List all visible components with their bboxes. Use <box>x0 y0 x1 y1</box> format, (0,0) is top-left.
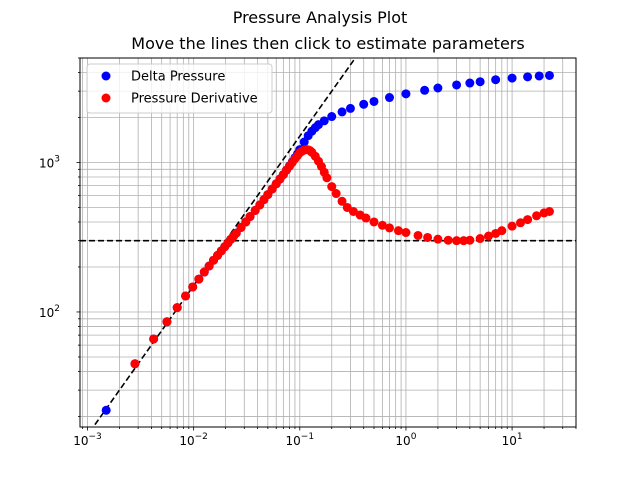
data-point <box>327 112 337 122</box>
y-tick-label-base: 10 <box>39 156 54 170</box>
legend-marker <box>101 71 111 81</box>
data-point <box>384 93 394 103</box>
plot-frame <box>79 57 577 428</box>
data-point <box>384 223 394 233</box>
data-point <box>181 291 191 301</box>
data-point <box>475 234 485 244</box>
data-point <box>331 189 341 199</box>
data-point <box>433 83 443 93</box>
legend-label: Pressure Derivative <box>131 92 258 107</box>
data-point <box>475 77 485 87</box>
legend-box <box>86 63 273 114</box>
x-tick-label-base: 10 <box>179 434 194 448</box>
data-point <box>327 182 337 192</box>
x-tick-label-exponent: 0 <box>411 432 417 442</box>
x-tick-label-exponent: −2 <box>195 432 208 442</box>
data-point <box>443 235 453 245</box>
unit-slope-dashed-line[interactable] <box>48 0 576 480</box>
data-point <box>507 221 517 231</box>
x-tick-label-base: 10 <box>73 434 88 448</box>
data-point <box>245 212 255 222</box>
x-tick-label-base: 10 <box>395 434 410 448</box>
data-point <box>393 226 403 236</box>
chart-title: Pressure Analysis Plot <box>233 8 408 27</box>
data-points <box>101 70 554 415</box>
x-tick-label: 10−3 <box>73 432 102 448</box>
data-point <box>149 334 159 344</box>
x-tick-label-exponent: 1 <box>517 432 523 442</box>
x-tick-label: 10−2 <box>179 432 208 448</box>
legend-marker <box>101 93 111 103</box>
x-tick-label: 100 <box>395 432 416 448</box>
data-point <box>130 359 140 369</box>
data-point <box>534 71 544 81</box>
data-point <box>544 206 554 216</box>
x-tick-label: 10−1 <box>286 432 315 448</box>
data-point <box>194 274 204 284</box>
chart-subtitle: Move the lines then click to estimate pa… <box>131 34 524 53</box>
data-point <box>319 116 329 126</box>
data-point <box>345 103 355 113</box>
y-tick-label-base: 10 <box>39 306 54 320</box>
legend-label: Delta Pressure <box>131 70 225 85</box>
data-point <box>348 206 358 216</box>
data-point <box>452 236 462 246</box>
data-point <box>401 89 411 99</box>
series-pressure-derivative <box>130 145 554 369</box>
x-tick-label: 101 <box>502 432 523 448</box>
reference-lines[interactable] <box>48 0 576 480</box>
x-tick-label-exponent: −3 <box>88 432 101 442</box>
data-point <box>491 75 501 85</box>
data-point <box>420 85 430 95</box>
data-point <box>162 317 172 327</box>
x-tick-label-base: 10 <box>502 434 517 448</box>
x-tick-label-base: 10 <box>286 434 301 448</box>
data-point <box>523 72 533 82</box>
data-point <box>423 232 433 242</box>
y-tick-label: 102 <box>39 304 60 320</box>
y-tick-label: 103 <box>39 154 60 170</box>
series-delta-pressure <box>101 70 554 415</box>
data-point <box>433 234 443 244</box>
data-point <box>523 215 533 225</box>
data-point <box>322 173 332 183</box>
data-point <box>544 70 554 80</box>
data-point <box>377 220 387 230</box>
data-point <box>465 78 475 88</box>
data-point <box>359 99 369 109</box>
data-point <box>172 303 182 313</box>
data-point <box>337 107 347 117</box>
data-point <box>361 213 371 223</box>
data-point <box>497 226 507 236</box>
y-tick-label-exponent: 2 <box>54 304 60 314</box>
data-point <box>337 196 347 206</box>
data-point <box>484 231 494 241</box>
y-tick-label-exponent: 3 <box>54 154 60 164</box>
data-point <box>452 80 462 90</box>
data-point <box>532 211 542 221</box>
data-point <box>465 235 475 245</box>
data-point <box>369 96 379 106</box>
data-point <box>515 218 525 228</box>
legend: Delta Pressure Pressure Derivative <box>86 63 273 114</box>
data-point <box>101 405 111 415</box>
data-point <box>199 267 209 277</box>
data-point <box>507 73 517 83</box>
data-point <box>401 228 411 238</box>
data-point <box>413 230 423 240</box>
x-tick-label-exponent: −1 <box>301 432 314 442</box>
data-point <box>369 217 379 227</box>
data-point <box>188 282 198 292</box>
